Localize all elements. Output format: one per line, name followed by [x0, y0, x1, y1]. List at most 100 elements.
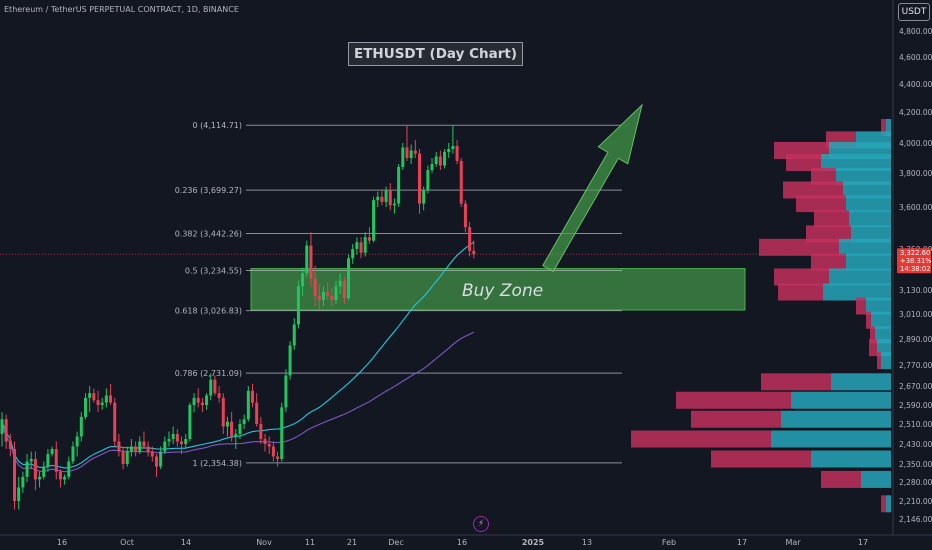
volume-bar-up: [811, 450, 891, 468]
candle: [88, 386, 92, 413]
volume-bar: [811, 167, 891, 185]
volume-bar-down: [711, 450, 811, 468]
candle-body: [388, 190, 392, 206]
candle: [146, 441, 150, 457]
candle: [367, 227, 371, 244]
candle: [54, 441, 58, 480]
candle-body: [84, 397, 87, 417]
candle: [321, 286, 325, 306]
volume-bar-down: [811, 253, 846, 271]
candle: [167, 431, 171, 447]
volume-bar: [870, 326, 891, 344]
time-tick-label: 13: [582, 538, 592, 547]
candle-body: [213, 379, 217, 394]
candle-body: [255, 402, 259, 424]
candle-body: [326, 292, 330, 296]
currency-button[interactable]: USDT: [898, 3, 930, 21]
volume-bar: [783, 181, 891, 199]
candle: [234, 429, 238, 449]
symbol-header: Ethereum / TetherUS PERPETUAL CONTRACT, …: [4, 5, 239, 14]
candle: [246, 386, 250, 422]
volume-bar: [877, 352, 891, 370]
volume-bar-down: [786, 154, 821, 171]
candle: [255, 393, 259, 427]
volume-bar: [811, 253, 891, 271]
candle-body: [267, 444, 271, 447]
volume-bar-down: [814, 210, 849, 228]
candle: [401, 143, 405, 170]
volume-bar: [806, 225, 891, 243]
candle: [121, 446, 125, 470]
candle: [230, 412, 234, 442]
price-tick-label: 3,010.00: [899, 310, 932, 319]
candle-body: [96, 400, 100, 405]
time-tick-label: Mar: [785, 538, 801, 547]
projection-arrow: [542, 103, 643, 273]
candle-body: [138, 441, 142, 452]
candle-body: [447, 149, 451, 152]
candle: [138, 436, 142, 454]
candle-body: [288, 345, 292, 376]
candle: [342, 276, 346, 304]
candle: [326, 282, 330, 300]
candle-body: [338, 280, 342, 287]
candle-body: [188, 405, 192, 439]
volume-bar: [631, 430, 891, 448]
candle: [276, 451, 280, 467]
volume-bar-down: [870, 326, 875, 344]
candle: [267, 436, 271, 454]
candle-body: [29, 459, 33, 462]
price-tick-label: 3,800.00: [899, 169, 932, 178]
candle-body: [67, 461, 71, 477]
price-tick-label: 2,430.00: [899, 440, 932, 449]
candle: [17, 476, 21, 510]
candle: [71, 441, 75, 464]
candle: [459, 158, 463, 207]
candle: [38, 471, 42, 488]
candle: [188, 402, 192, 442]
candle: [288, 341, 292, 380]
candle-body: [313, 278, 317, 296]
candle-body: [0, 419, 4, 434]
candle-body: [317, 296, 321, 300]
price-tick-label: 4,200.00: [899, 108, 932, 117]
candle-body: [443, 152, 447, 166]
candle: [159, 446, 163, 470]
flash-icon[interactable]: ⚡: [473, 516, 489, 532]
candle: [46, 449, 50, 472]
candle: [418, 149, 421, 214]
volume-bar-up: [846, 195, 891, 213]
candle-body: [321, 292, 325, 300]
candle: [225, 416, 229, 437]
volume-bar-up: [886, 495, 891, 513]
candle-body: [209, 379, 213, 396]
candle: [347, 254, 351, 300]
candle-body: [192, 397, 196, 405]
candle-body: [33, 459, 37, 480]
candle: [305, 240, 309, 277]
volume-bar-up: [849, 210, 891, 228]
candle: [251, 383, 254, 408]
candle: [192, 393, 196, 413]
candle-body: [363, 237, 367, 253]
price-tick-label: 3,600.00: [899, 203, 932, 212]
volume-bar: [786, 154, 891, 171]
current-price-badge: [897, 248, 931, 274]
candle: [113, 397, 117, 447]
price-tick-label: 4,600.00: [899, 53, 932, 62]
candle: [409, 144, 413, 164]
candle: [4, 414, 8, 449]
candle-body: [109, 395, 113, 403]
candle-body: [42, 466, 46, 477]
candle-body: [284, 375, 288, 408]
candle-body: [38, 476, 42, 480]
candle-body: [292, 324, 296, 346]
candle: [313, 265, 317, 306]
candle: [463, 200, 467, 233]
candle-body: [13, 449, 17, 501]
candle: [142, 431, 146, 449]
candle-body: [355, 242, 359, 249]
candle-body: [75, 436, 79, 447]
price-tick-label: 2,590.00: [899, 401, 932, 410]
